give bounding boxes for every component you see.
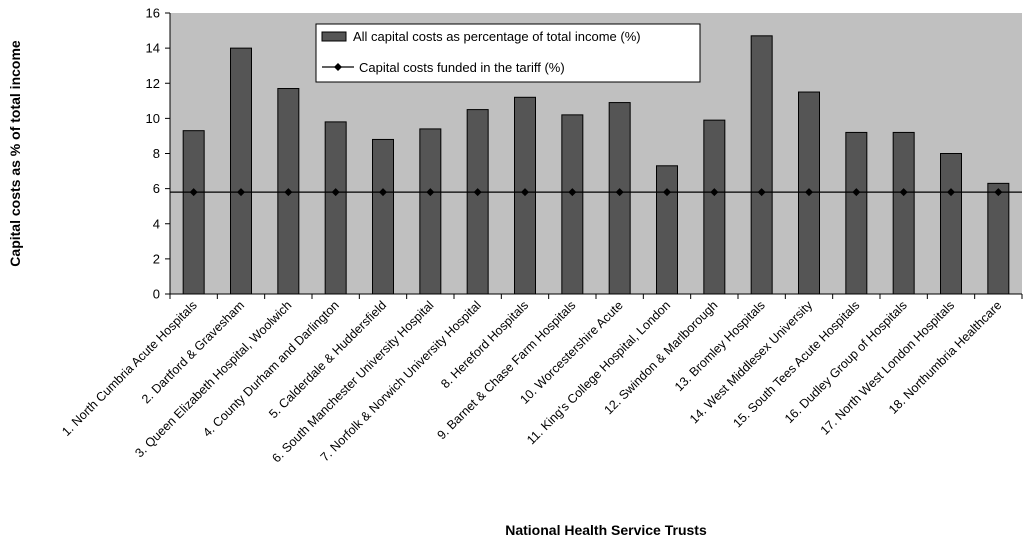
line-marker (331, 188, 340, 197)
bar (750, 35, 773, 295)
line-marker (379, 188, 387, 197)
y-tick-label: 12 (146, 76, 160, 91)
legend-bar-swatch (321, 31, 347, 42)
line-marker (473, 188, 482, 197)
legend-line-marker (334, 63, 342, 71)
line-marker (568, 188, 577, 197)
y-tick-label: 10 (146, 111, 160, 126)
line-marker (189, 188, 198, 197)
legend-bar-label: All capital costs as percentage of total… (353, 29, 641, 44)
bar (230, 47, 252, 295)
y-tick-label: 6 (153, 181, 160, 196)
legend-line-label: Capital costs funded in the tariff (%) (359, 60, 565, 75)
bar (372, 138, 394, 295)
line-marker (615, 188, 624, 197)
y-tick-label: 2 (153, 251, 160, 266)
bar (608, 102, 631, 295)
line-marker (899, 188, 908, 197)
line-marker (284, 188, 293, 197)
bar (324, 121, 347, 295)
line-marker (947, 188, 955, 197)
y-tick-label: 0 (153, 287, 160, 302)
bar (892, 131, 915, 295)
line-marker (237, 188, 245, 197)
legend: All capital costs as percentage of total… (315, 23, 701, 83)
bar (466, 109, 489, 295)
line-marker (521, 188, 529, 197)
line-series (170, 188, 1022, 197)
line-marker (994, 188, 1003, 197)
line-marker (710, 188, 719, 197)
bar-series (182, 35, 1010, 295)
line-marker (757, 188, 766, 197)
bar (940, 153, 962, 295)
y-tick-labels: 0 2 4 6 8 10 12 14 16 (146, 6, 160, 302)
y-tick-label: 4 (153, 216, 160, 231)
axes (165, 12, 1023, 299)
x-tick-label: 13. Bromley Hospitals (672, 298, 768, 394)
x-axis-title: National Health Service Trusts (505, 522, 707, 538)
bar (703, 119, 726, 295)
bar (561, 114, 584, 295)
y-axis-title: Capital costs as % of total income (7, 40, 23, 267)
bar (987, 182, 1010, 295)
y-tick-label: 14 (146, 41, 160, 56)
bar (182, 130, 205, 295)
y-tick-label: 8 (153, 146, 160, 161)
line-marker (805, 188, 813, 197)
x-tick-label: 8. Hereford Hospitals (438, 298, 531, 391)
bar (656, 165, 678, 295)
bar (419, 128, 442, 295)
y-tick-label: 16 (146, 6, 160, 21)
line-marker (426, 188, 435, 197)
line-marker (852, 188, 861, 197)
bar (845, 131, 868, 295)
legend-box (315, 23, 701, 83)
line-marker (663, 188, 671, 197)
